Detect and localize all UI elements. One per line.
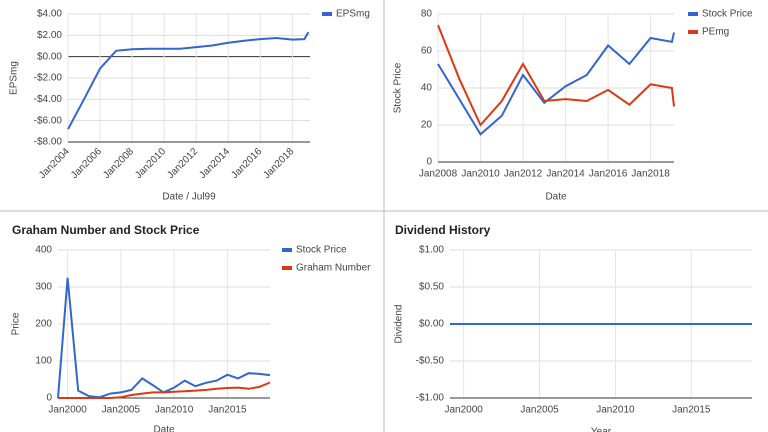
x-tick-label: Jan2010 bbox=[461, 169, 500, 180]
y-tick-label: 20 bbox=[421, 120, 433, 131]
y-tick-label: 80 bbox=[421, 9, 433, 20]
series-line bbox=[437, 24, 675, 127]
y-tick-label: $4.00 bbox=[37, 9, 62, 20]
y-axis-label: Stock Price bbox=[393, 62, 404, 113]
y-tick-label: -$8.00 bbox=[34, 137, 63, 148]
x-tick-label: Jan2015 bbox=[208, 405, 247, 416]
legend-swatch bbox=[322, 12, 332, 16]
y-tick-label: $0.00 bbox=[37, 51, 62, 62]
chart-title: Graham Number and Stock Price bbox=[12, 223, 200, 237]
x-axis-label: Year bbox=[591, 427, 612, 432]
y-tick-label: $0.00 bbox=[419, 319, 444, 330]
x-tick-label: Jan2000 bbox=[444, 405, 483, 416]
legend-label: Stock Price bbox=[296, 245, 347, 256]
y-tick-label: 100 bbox=[35, 356, 52, 367]
y-tick-label: $2.00 bbox=[37, 30, 62, 41]
chart-title: Dividend History bbox=[395, 223, 491, 237]
legend-label: PEmg bbox=[702, 27, 729, 38]
legend-swatch bbox=[688, 12, 698, 16]
x-tick-label: Jan2005 bbox=[102, 405, 141, 416]
y-tick-label: -$2.00 bbox=[34, 73, 63, 84]
x-tick-label: Jan2016 bbox=[589, 169, 628, 180]
y-tick-label: 200 bbox=[35, 319, 52, 330]
y-axis-label: EPSmg bbox=[9, 61, 20, 95]
series-line bbox=[58, 381, 271, 399]
y-tick-label: 60 bbox=[421, 46, 433, 57]
legend-swatch bbox=[282, 266, 292, 270]
x-axis-label: Date bbox=[545, 192, 567, 203]
y-tick-label: -$6.00 bbox=[34, 115, 63, 126]
y-axis-label: Price bbox=[11, 312, 22, 335]
y-tick-label: -$4.00 bbox=[34, 94, 63, 105]
x-tick-label: Jan2014 bbox=[546, 169, 585, 180]
x-tick-label: Jan2010 bbox=[155, 405, 194, 416]
legend-label: Graham Number bbox=[296, 263, 371, 274]
series-line bbox=[437, 32, 675, 136]
y-tick-label: $1.00 bbox=[419, 245, 444, 256]
legend-label: Stock Price bbox=[702, 9, 753, 20]
y-tick-label: $0.50 bbox=[419, 282, 444, 293]
x-tick-label: Jan2018 bbox=[631, 169, 670, 180]
x-tick-label: Jan2015 bbox=[672, 405, 711, 416]
legend-swatch bbox=[688, 30, 698, 34]
y-axis-label: Dividend bbox=[394, 305, 405, 344]
x-axis-label: Date / Jul99 bbox=[162, 192, 216, 203]
x-tick-label: Jan2012 bbox=[504, 169, 543, 180]
x-tick-label: Jan2005 bbox=[520, 405, 559, 416]
x-tick-label: Jan2010 bbox=[596, 405, 635, 416]
legend-label: EPSmg bbox=[336, 9, 370, 20]
series-line bbox=[67, 31, 310, 130]
y-tick-label: 0 bbox=[46, 393, 52, 404]
x-tick-label: Jan2000 bbox=[48, 405, 87, 416]
x-tick-label: Jan2008 bbox=[419, 169, 458, 180]
y-tick-label: -$1.00 bbox=[416, 393, 445, 404]
y-tick-label: 0 bbox=[426, 157, 432, 168]
y-tick-label: 300 bbox=[35, 282, 52, 293]
y-tick-label: 400 bbox=[35, 245, 52, 256]
x-axis-label: Date bbox=[153, 425, 175, 432]
y-tick-label: -$0.50 bbox=[416, 356, 445, 367]
legend-swatch bbox=[282, 248, 292, 252]
y-tick-label: 40 bbox=[421, 83, 433, 94]
